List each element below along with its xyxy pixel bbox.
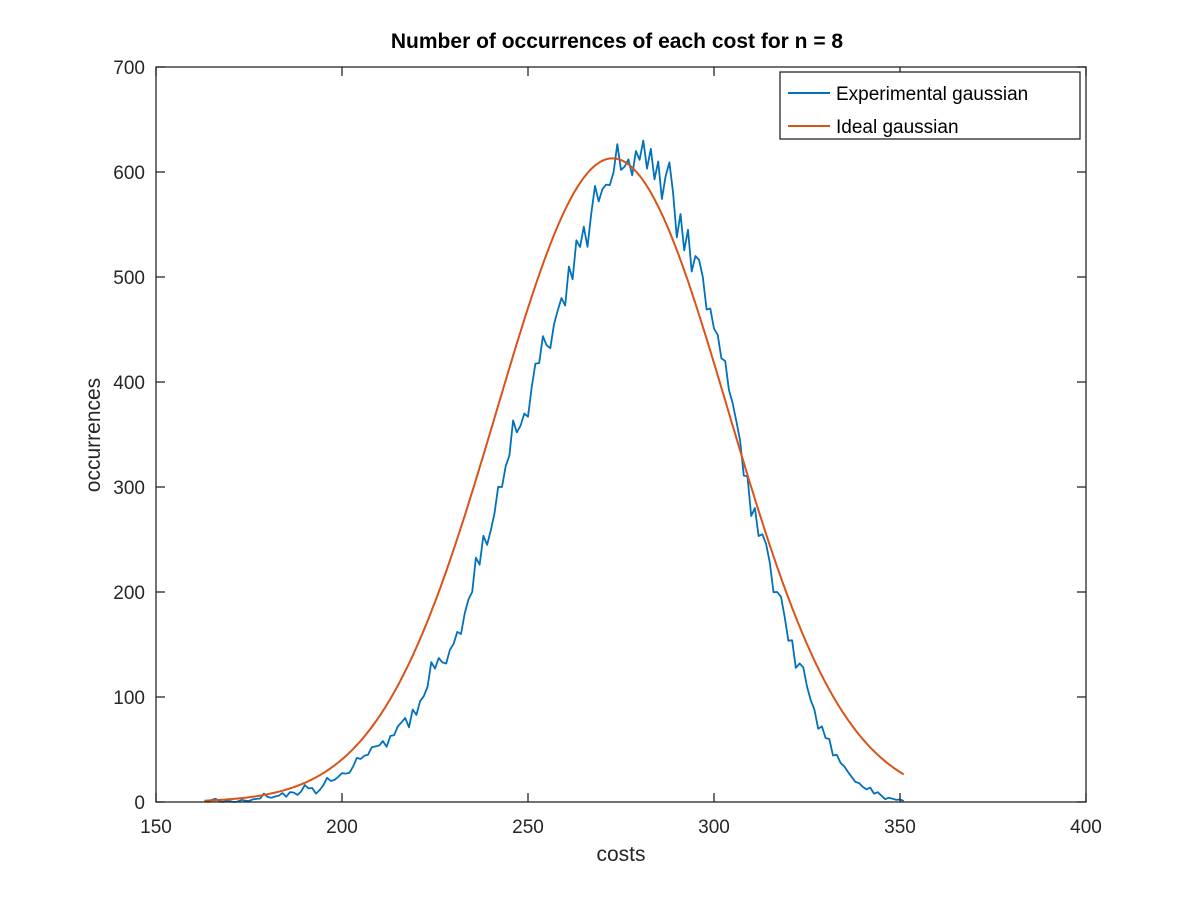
- y-tick-label: 500: [113, 268, 145, 289]
- y-axis-label: occurrences: [82, 378, 105, 492]
- x-tick-label: 250: [512, 817, 544, 838]
- y-tick-label: 0: [134, 793, 145, 814]
- y-tick-label: 700: [113, 58, 145, 79]
- chart-title: Number of occurrences of each cost for n…: [391, 30, 844, 53]
- y-axis-ticks: 0 100 200 300 400 500 600 700: [113, 58, 1086, 814]
- y-tick-label: 600: [113, 163, 145, 184]
- y-tick-label: 300: [113, 478, 145, 499]
- x-tick-label: 200: [326, 817, 358, 838]
- y-tick-label: 200: [113, 583, 145, 604]
- series-layer: [204, 139, 905, 803]
- y-tick-label: 100: [113, 688, 145, 709]
- x-tick-label: 400: [1070, 817, 1102, 838]
- legend-entry-ideal: Ideal gaussian: [836, 117, 959, 138]
- plot-frame: [155, 66, 1087, 803]
- series-line-experimental-gaussian: [204, 139, 905, 803]
- x-tick-label: 300: [698, 817, 730, 838]
- legend: Experimental gaussian Ideal gaussian: [779, 71, 1081, 140]
- series-line-ideal-gaussian: [204, 157, 905, 802]
- y-tick-label: 400: [113, 373, 145, 394]
- legend-box: [779, 71, 1081, 140]
- legend-entry-experimental: Experimental gaussian: [836, 84, 1028, 105]
- x-tick-label: 150: [140, 817, 172, 838]
- x-axis-label: costs: [596, 843, 645, 866]
- plot-area: [156, 67, 1086, 802]
- x-tick-label: 350: [884, 817, 916, 838]
